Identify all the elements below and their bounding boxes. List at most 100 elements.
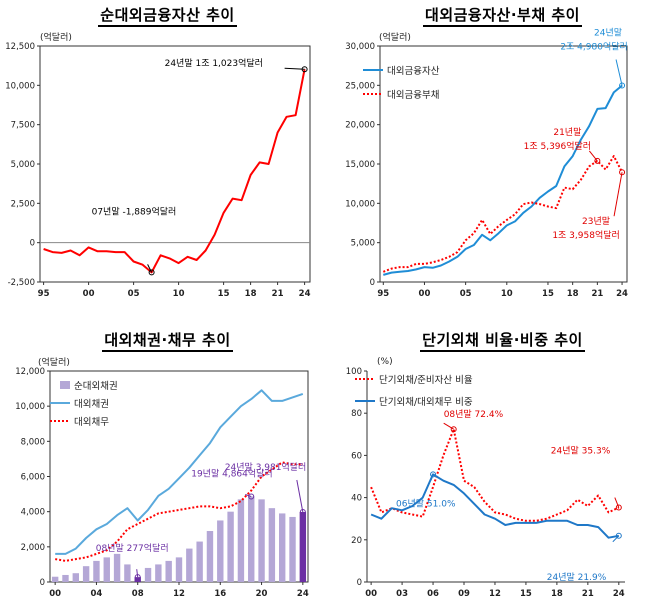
x-tick-label: 24 [297,589,309,599]
x-tick-label: 10 [173,289,185,299]
x-tick-label: 18 [567,289,579,299]
y-tick-label: 25,000 [345,81,375,91]
x-tick-label: 18 [245,289,257,299]
series-line [383,84,623,276]
annotation-marker [450,426,457,433]
x-tick-label: 21 [582,589,594,599]
x-tick-label: 03 [396,589,408,599]
chart-panel-short-term-debt: 단기외채 비율·비중 추이 (%) 0 20 40 60 80 100 00 03 06 09 12 1… [335,307,670,614]
annotation-marker [301,66,308,73]
y-tick-label: 100 [346,367,362,377]
bar [103,557,110,582]
bar [279,513,286,582]
annotation-text: 24년말 21.9% [547,571,607,583]
chart-panel-debt-claims: 대외채권·채무 추이 (억달러) 0 2,000 4,000 6,000 8,000 10,… [0,307,335,614]
chart-title: 순대외금융자산 추이 [98,6,237,27]
bar [268,508,276,582]
x-tick-label: 09 [458,589,470,599]
x-tick-label: 10 [501,289,513,299]
chart-title: 단기외채 비율·비중 추이 [420,331,585,352]
annotation-text: 1조 3,958억달러 [552,229,619,241]
y-tick-label: 0 [40,578,45,588]
annotation-text: 08년말 72.4% [444,408,504,420]
x-tick-label: 18 [551,589,563,599]
y-tick-label: 40 [351,494,362,504]
annotation-text: 07년말 -1,889억달러 [92,205,177,217]
annotation-arrow [614,497,620,508]
annotation-marker [594,157,601,164]
annotation-arrow [296,479,304,513]
series-line [370,473,619,539]
y-tick-label: 0 [30,239,35,249]
series-line [382,155,623,273]
y-tick-label: 80 [351,409,362,419]
annotation-marker [619,169,626,176]
y-tick-label: 60 [351,451,362,461]
legend-swatch [60,381,70,389]
annotation-marker [430,471,437,478]
annotation-marker [299,509,306,516]
bar [51,576,59,582]
bar [196,541,203,582]
annotation-arrow [430,474,434,481]
x-tick-label: 04 [91,589,103,599]
bar [289,516,296,582]
chart-external-claims-debt: (억달러) 0 2,000 4,000 6,000 8,000 10,000 12,000 00… [15,356,309,599]
chart-short-term-debt-ratio: (%) 0 20 40 60 80 100 00 03 06 09 12 15 18 21 24 단기외채/준비… [346,357,625,599]
x-tick-label: 20 [256,589,268,599]
bar [93,560,100,582]
annotation-arrow [613,172,623,217]
y-tick-label: 30,000 [345,42,375,52]
x-tick-label: 21 [591,289,603,299]
annotation-text: 2조 4,980억달러 [560,40,627,52]
annotation-text: 24년말 [594,26,622,38]
y-unit-label: (억달러) [40,31,72,43]
bar [186,548,193,582]
bar [237,499,245,582]
x-tick-label: 00 [83,289,95,299]
annotation-arrow [615,59,623,86]
annotation-arrow [588,150,598,162]
y-tick-label: 20,000 [345,121,375,131]
legend-label: 순대외채권 [74,380,118,392]
annotation-arrow [284,67,305,70]
x-tick-label: 00 [365,589,377,599]
y-tick-label: 10,000 [5,81,35,91]
x-tick-label: 08 [132,589,144,599]
annotation-marker [134,574,141,581]
annotation-text: 24년말 35.3% [551,445,611,457]
x-tick-label: 95 [38,289,50,299]
legend-label: 단기외채/대외채무 비중 [379,396,473,408]
y-tick-label: 10,000 [345,199,375,209]
bar [175,557,183,582]
x-tick-label: 15 [520,589,532,599]
annotation-text: 19년말 4,864억달러 [191,467,272,479]
annotation-marker [619,82,626,89]
annotation-text: 21년말 [553,126,581,138]
y-unit-label: (억달러) [379,31,411,43]
x-tick-label: 15 [218,289,230,299]
x-tick-label: 21 [272,289,284,299]
bar [248,496,255,582]
x-tick-label: 05 [128,289,140,299]
annotation-arrow [147,264,153,273]
y-tick-label: 12,000 [15,367,45,377]
y-tick-label: 2,500 [11,199,35,209]
plot-frame [379,45,628,283]
x-tick-label: 16 [214,589,226,599]
x-tick-label: 95 [377,289,389,299]
bar [72,573,79,582]
x-tick-label: 24 [613,589,625,599]
chart-panel-net-assets: 순대외금융자산 추이 (억달러) -2,500 0 2,500 5,000 7,500 10… [0,0,335,307]
chart-title: 대외금융자산·부채 추이 [423,6,582,27]
bar [82,566,90,582]
bar [227,511,234,582]
legend-label: 단기외채/준비자산 비율 [379,374,473,386]
y-tick-label: 8,000 [21,437,45,447]
bar [299,512,307,582]
bar [258,499,265,582]
x-tick-label: 00 [49,589,61,599]
bar [165,560,172,582]
y-tick-label: 0 [370,278,375,288]
chart-assets-liabilities: (억달러) 0 5,000 10,000 15,000 20,000 25,000 30,00… [345,26,628,299]
